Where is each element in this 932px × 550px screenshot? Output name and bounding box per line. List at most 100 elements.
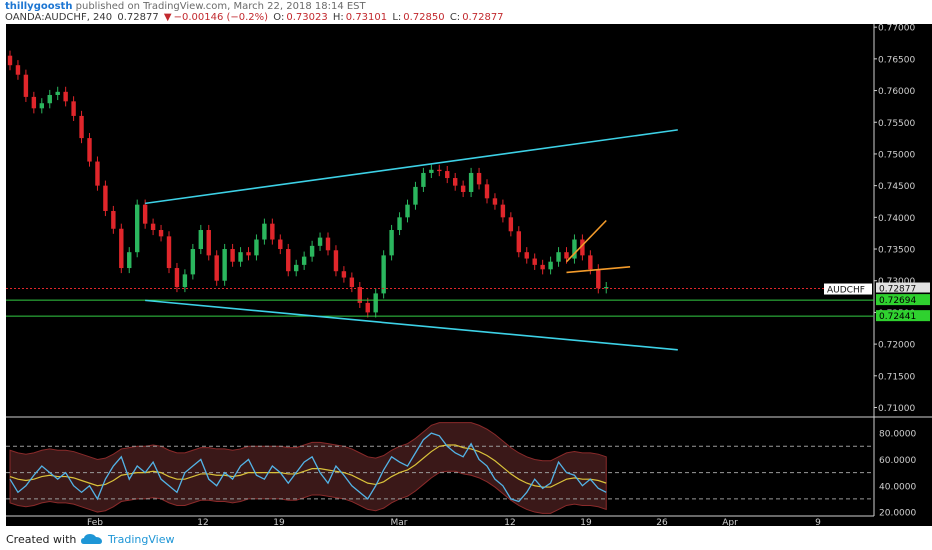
candle-body xyxy=(373,293,378,313)
candle-body xyxy=(31,96,37,109)
price-tick-label: 0.74000 xyxy=(878,214,915,224)
candle-body xyxy=(47,94,52,104)
candle-body xyxy=(119,228,124,269)
high-label: H: xyxy=(332,12,344,23)
candle-body xyxy=(79,115,84,139)
candle-body xyxy=(127,252,132,269)
candle-body xyxy=(254,239,259,256)
candle-body xyxy=(301,256,307,265)
candle-body xyxy=(95,161,100,186)
tradingview-brand[interactable]: TradingView xyxy=(108,533,175,546)
close-value: 0.72877 xyxy=(462,12,504,23)
candle-body xyxy=(15,65,21,75)
candle-body xyxy=(357,287,362,303)
candle-body xyxy=(572,239,577,259)
candle-body xyxy=(500,204,506,218)
candle-body xyxy=(604,287,609,289)
candle-body xyxy=(596,269,601,289)
candle-body xyxy=(341,271,347,278)
candle-body xyxy=(71,101,76,116)
candle-body xyxy=(397,217,402,231)
candle-body xyxy=(429,169,434,173)
candle-body xyxy=(524,252,529,259)
candle-body xyxy=(445,171,450,179)
candle-body xyxy=(349,277,355,288)
price-tag-bg xyxy=(876,294,930,306)
footer: Created with TradingView xyxy=(0,529,932,550)
cloud-logo-icon xyxy=(81,534,102,544)
candle-body xyxy=(238,252,243,262)
price-tag-symbol: AUDCHF xyxy=(827,286,865,296)
time-tick-label: Feb xyxy=(87,518,103,528)
price-axis-panel xyxy=(874,24,932,526)
rsi-tick-label: 60.0000 xyxy=(879,456,916,466)
candle-body xyxy=(413,186,418,205)
price-tick-label: 0.73000 xyxy=(878,277,915,287)
candle-body xyxy=(103,185,108,211)
time-tick-label: 12 xyxy=(504,518,515,528)
open-value: 0.73023 xyxy=(286,12,328,23)
candle-body xyxy=(222,249,227,281)
candle-body xyxy=(158,230,164,237)
price-tick-label: 0.71000 xyxy=(878,404,915,414)
symbol-label: OANDA:AUDCHF, 240 xyxy=(5,12,113,23)
last-price: 0.72877 xyxy=(117,12,159,23)
candle-body xyxy=(484,184,490,199)
candle-body xyxy=(111,210,116,229)
time-tick-label: Mar xyxy=(391,518,408,528)
price-tick-label: 0.71500 xyxy=(878,372,915,382)
candle-body xyxy=(262,223,267,240)
price-tick-label: 0.73500 xyxy=(878,246,915,256)
price-tick-label: 0.75500 xyxy=(878,119,915,129)
candle-body xyxy=(309,245,315,257)
candle-body xyxy=(405,204,410,218)
candle-body xyxy=(580,239,585,256)
price-tag-green: 0.72441 xyxy=(879,312,916,322)
candle-body xyxy=(230,249,235,262)
candle-body xyxy=(278,239,283,250)
candle-body xyxy=(532,258,537,265)
candle-body xyxy=(437,169,442,172)
candle-body xyxy=(325,237,331,251)
candle-body xyxy=(174,268,180,288)
candle-body xyxy=(548,261,553,270)
candle-body xyxy=(468,172,474,192)
candle-body xyxy=(206,230,211,256)
high-value: 0.73101 xyxy=(345,12,388,23)
wedge-lower-trend-line xyxy=(566,265,631,274)
author-link[interactable]: thillygoosth xyxy=(5,1,73,12)
close-label: C: xyxy=(449,12,461,23)
time-tick-label: Apr xyxy=(722,518,738,528)
low-value: 0.72850 xyxy=(403,12,445,23)
price-tag-bg xyxy=(876,310,930,322)
rsi-line xyxy=(9,432,607,503)
candle-body xyxy=(142,204,148,224)
change-value: −0.00146 (−0.2%) xyxy=(173,12,269,23)
price-tick-label: 0.75000 xyxy=(878,150,915,160)
candle-body xyxy=(246,252,251,256)
candle-body xyxy=(564,252,569,259)
candle-body xyxy=(294,264,299,272)
candle-body xyxy=(540,264,545,270)
publish-info: published on TradingView.com, March 22, … xyxy=(75,1,366,12)
candle-body xyxy=(182,274,188,288)
price-tick-label: 0.76000 xyxy=(878,87,915,97)
candle-body xyxy=(135,204,140,253)
rsi-tick-label: 80.0000 xyxy=(879,430,916,440)
price-tick-label: 0.72000 xyxy=(878,341,915,351)
rsi-ma-line xyxy=(9,444,607,488)
candle-body xyxy=(87,138,92,162)
candle-body xyxy=(270,223,275,240)
candle-body xyxy=(365,302,370,313)
time-tick-label: 19 xyxy=(580,518,592,528)
candle-body xyxy=(23,74,29,97)
candle-body xyxy=(39,103,44,109)
candle-body xyxy=(492,198,498,205)
candle-body xyxy=(317,237,323,246)
candle-body xyxy=(286,249,291,272)
chart-canvas[interactable]: 0.77000 0.76500 0.76000 0.75500 0.75000 0.745… xyxy=(0,0,932,529)
time-tick-label: 12 xyxy=(197,518,208,528)
candle-body xyxy=(214,255,219,281)
candle-body xyxy=(55,91,60,95)
rsi-tick-label: 40.0000 xyxy=(879,482,916,492)
